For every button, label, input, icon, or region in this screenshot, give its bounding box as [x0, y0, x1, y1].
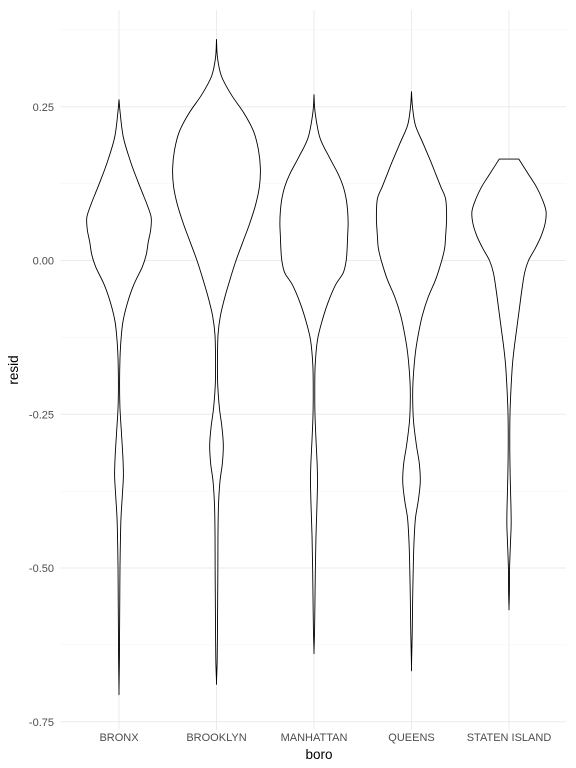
y-axis-title: resid	[6, 355, 21, 384]
x-tick-label: STATEN ISLAND	[467, 732, 552, 744]
violins	[86, 39, 547, 696]
violin-brooklyn	[172, 39, 261, 685]
y-tick-label: -0.50	[29, 563, 54, 575]
y-tick-label: 0.25	[33, 102, 54, 114]
x-tick-label: BRONX	[99, 732, 139, 744]
violin-queens	[375, 91, 448, 672]
x-tick-label: MANHATTAN	[281, 732, 348, 744]
violin-manhattan	[279, 94, 349, 655]
y-axis-ticks: 0.25 0.00 -0.25 -0.50 -0.75	[29, 102, 54, 729]
x-axis-title: boro	[305, 747, 332, 762]
y-tick-label: 0.00	[33, 256, 54, 268]
x-tick-label: QUEENS	[388, 732, 434, 744]
x-tick-label: BROOKLYN	[186, 732, 246, 744]
y-tick-label: -0.25	[29, 409, 54, 421]
y-tick-label: -0.75	[29, 717, 54, 729]
x-axis-ticks: BRONX BROOKLYN MANHATTAN QUEENS STATEN ISLAN…	[99, 732, 551, 744]
violin-bronx	[86, 99, 152, 696]
violin-staten-island	[471, 158, 547, 611]
